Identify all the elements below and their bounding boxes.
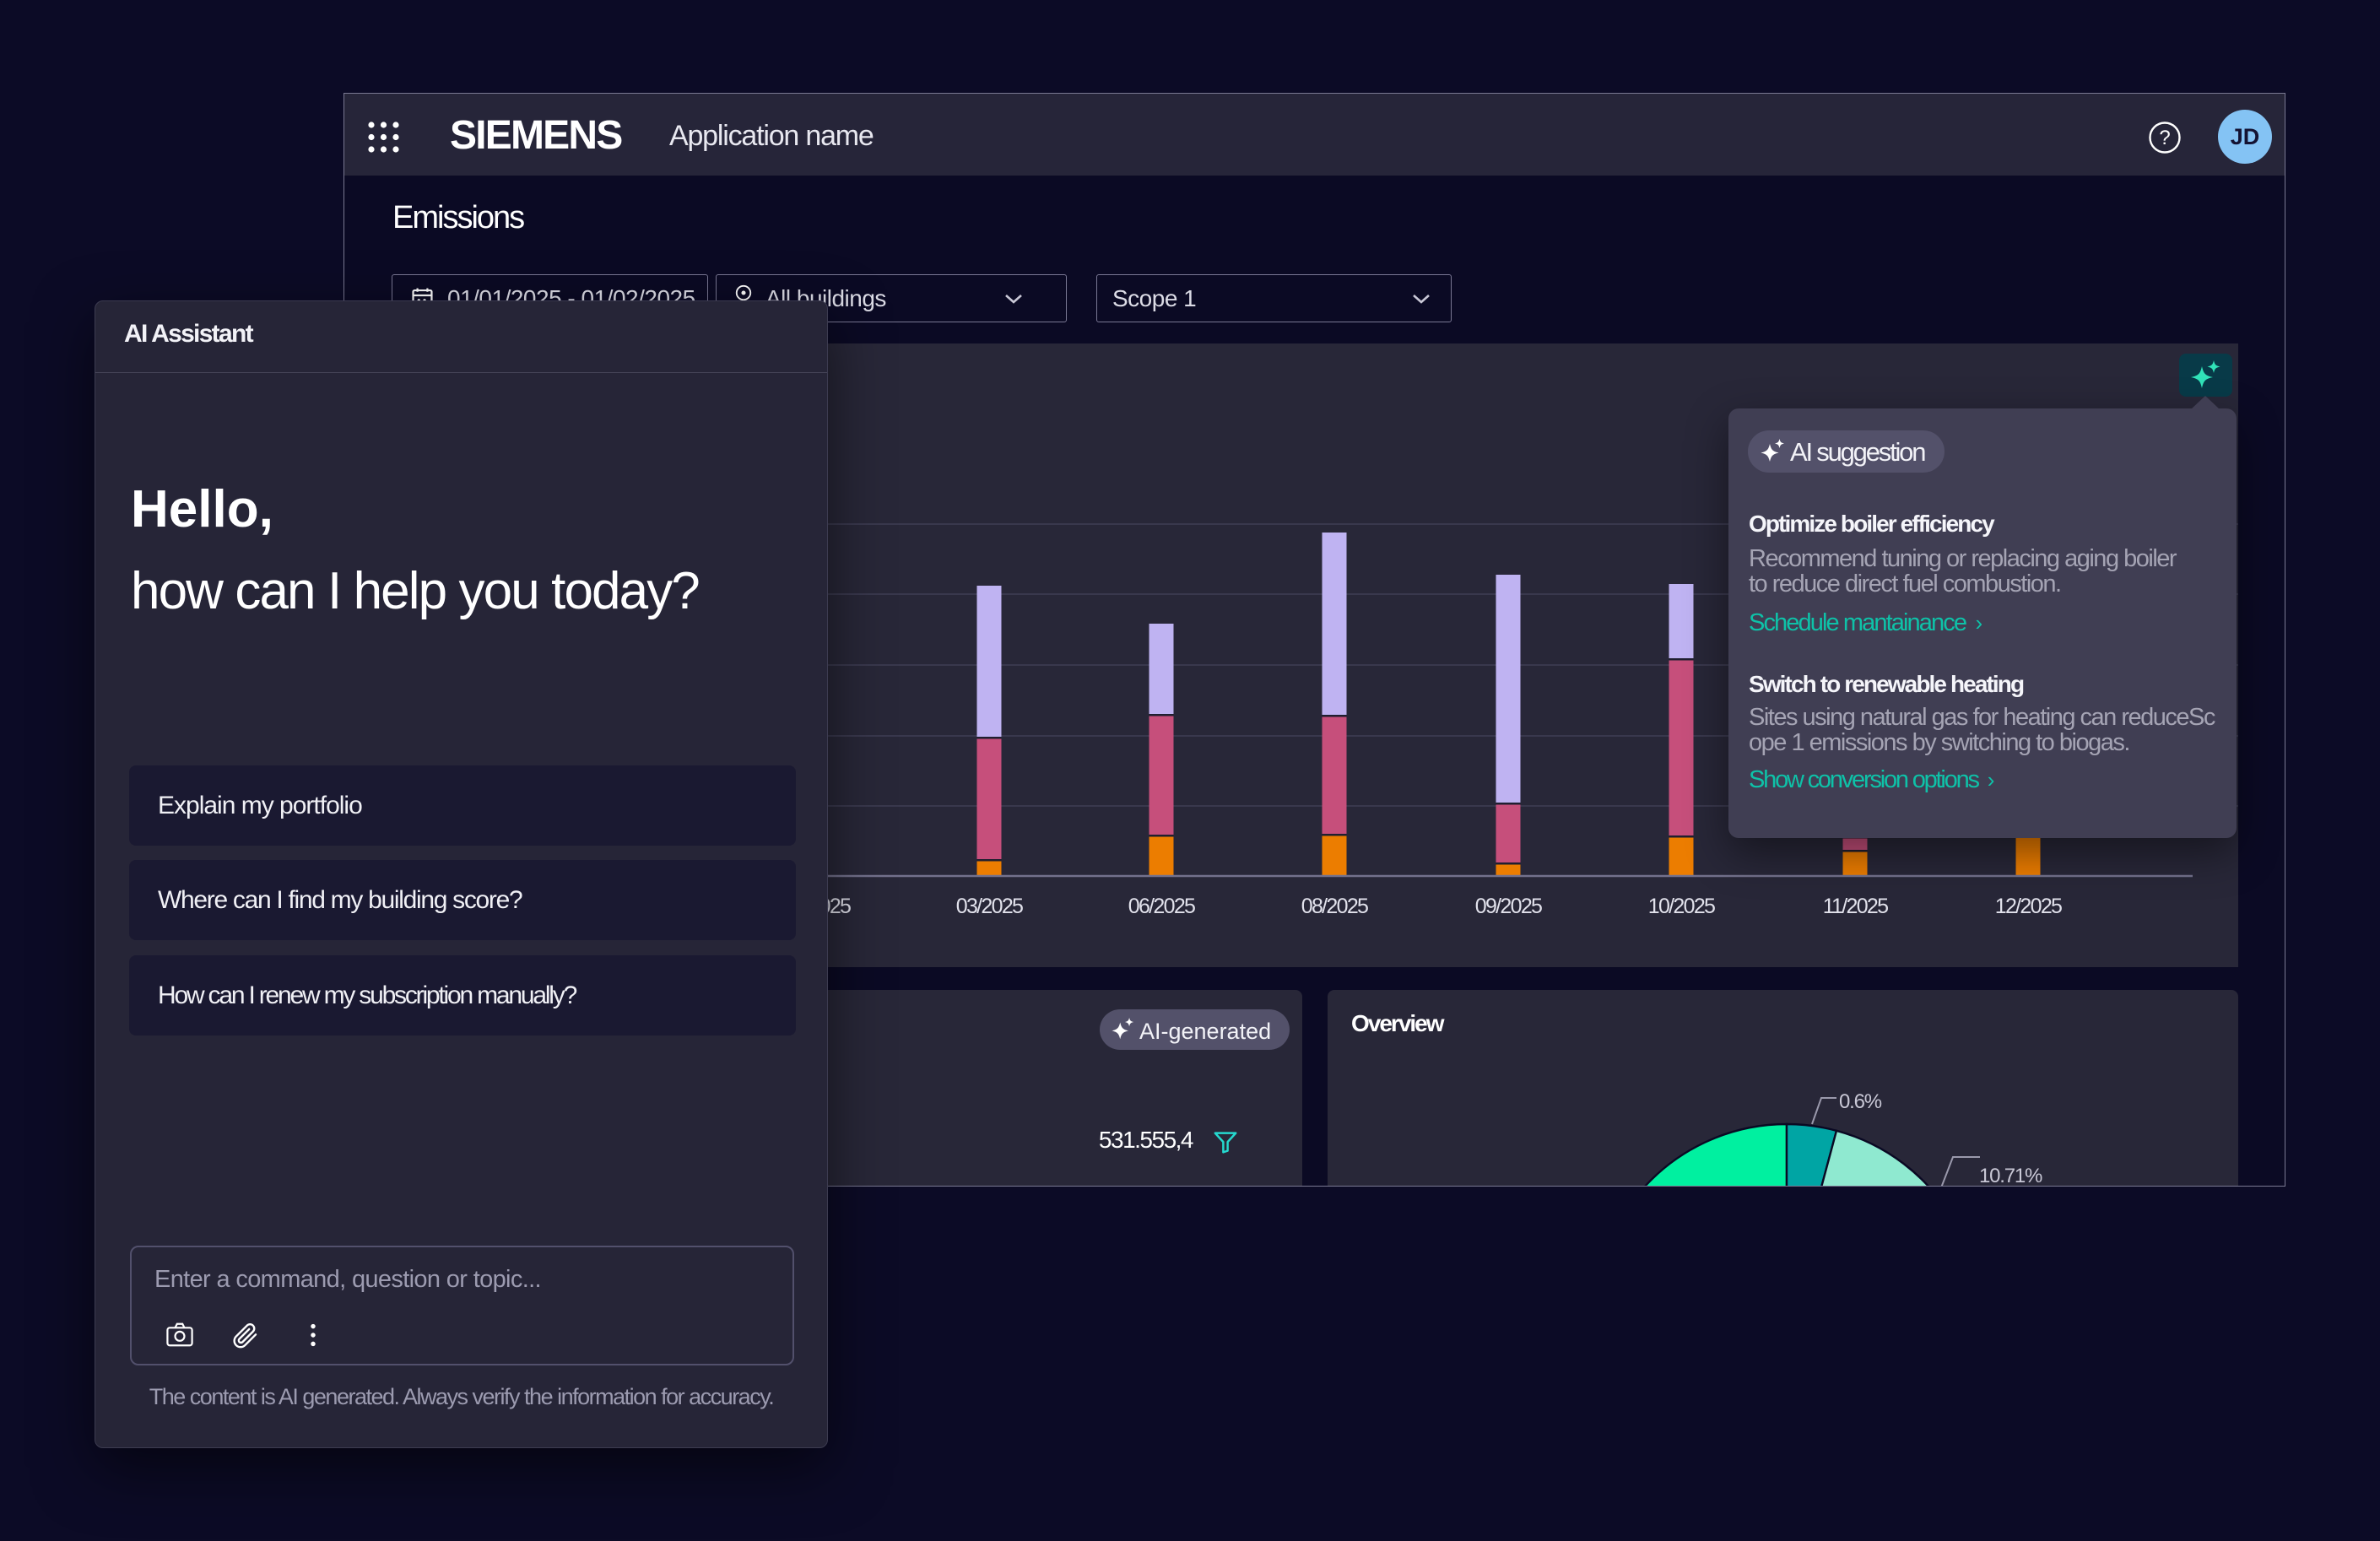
svg-text:?: ? bbox=[2159, 127, 2170, 149]
svg-text:0.6%: 0.6% bbox=[1839, 1090, 1882, 1113]
svg-text:10.71%: 10.71% bbox=[1979, 1165, 2042, 1187]
